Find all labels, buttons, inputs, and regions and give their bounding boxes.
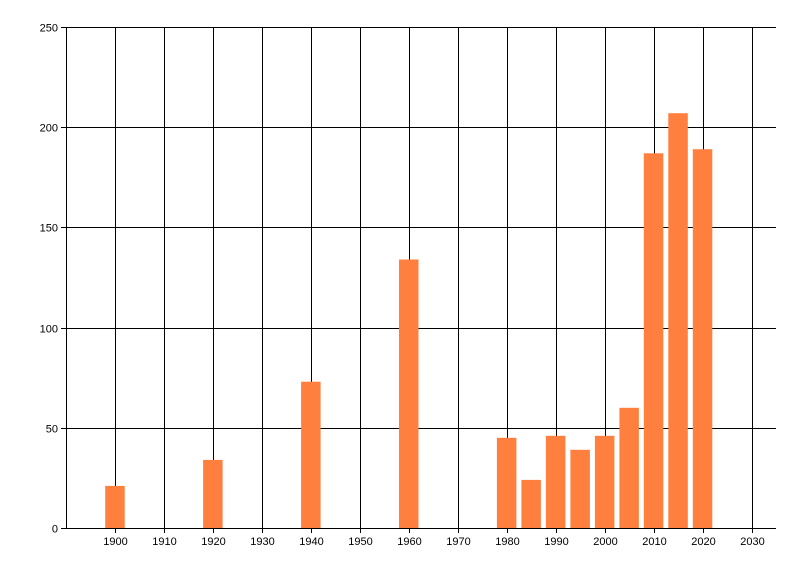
y-tick-label: 200 — [40, 123, 58, 135]
bars — [105, 113, 713, 529]
x-tick-label: 2010 — [642, 536, 666, 548]
bar — [203, 459, 223, 528]
bar — [399, 259, 419, 528]
bar — [692, 149, 713, 528]
x-tick-label: 1980 — [495, 536, 519, 548]
y-tick-label: 50 — [46, 424, 58, 436]
x-tick-label: 2030 — [740, 536, 764, 548]
bar — [594, 435, 615, 528]
x-tick-label: 2000 — [593, 536, 617, 548]
x-tick-label: 1950 — [348, 536, 372, 548]
x-tick-label: 2020 — [691, 536, 715, 548]
y-tick-label: 250 — [40, 23, 58, 35]
x-tick-label: 1970 — [446, 536, 470, 548]
axes — [61, 27, 776, 533]
bar — [105, 485, 125, 528]
bar — [496, 437, 517, 528]
bar — [668, 113, 688, 528]
bar — [643, 153, 664, 529]
y-tick-label: 0 — [52, 524, 58, 536]
x-tick-label: 1930 — [250, 536, 274, 548]
x-tick-label: 1920 — [201, 536, 225, 548]
bar — [301, 381, 321, 528]
y-tick-label: 100 — [40, 324, 58, 336]
x-tick-label: 1900 — [103, 536, 127, 548]
tick-labels: 0 50 100 150 200 250 1900 1910 1920 1930 1940 1950 1… — [40, 23, 765, 549]
x-tick-label: 1960 — [397, 536, 421, 548]
bar — [545, 435, 566, 528]
x-tick-label: 1940 — [299, 536, 323, 548]
x-tick-label: 1990 — [544, 536, 568, 548]
x-tick-label: 1910 — [152, 536, 176, 548]
bar — [570, 449, 590, 528]
bar — [619, 407, 639, 528]
bar — [521, 479, 541, 528]
y-tick-label: 150 — [40, 223, 58, 235]
